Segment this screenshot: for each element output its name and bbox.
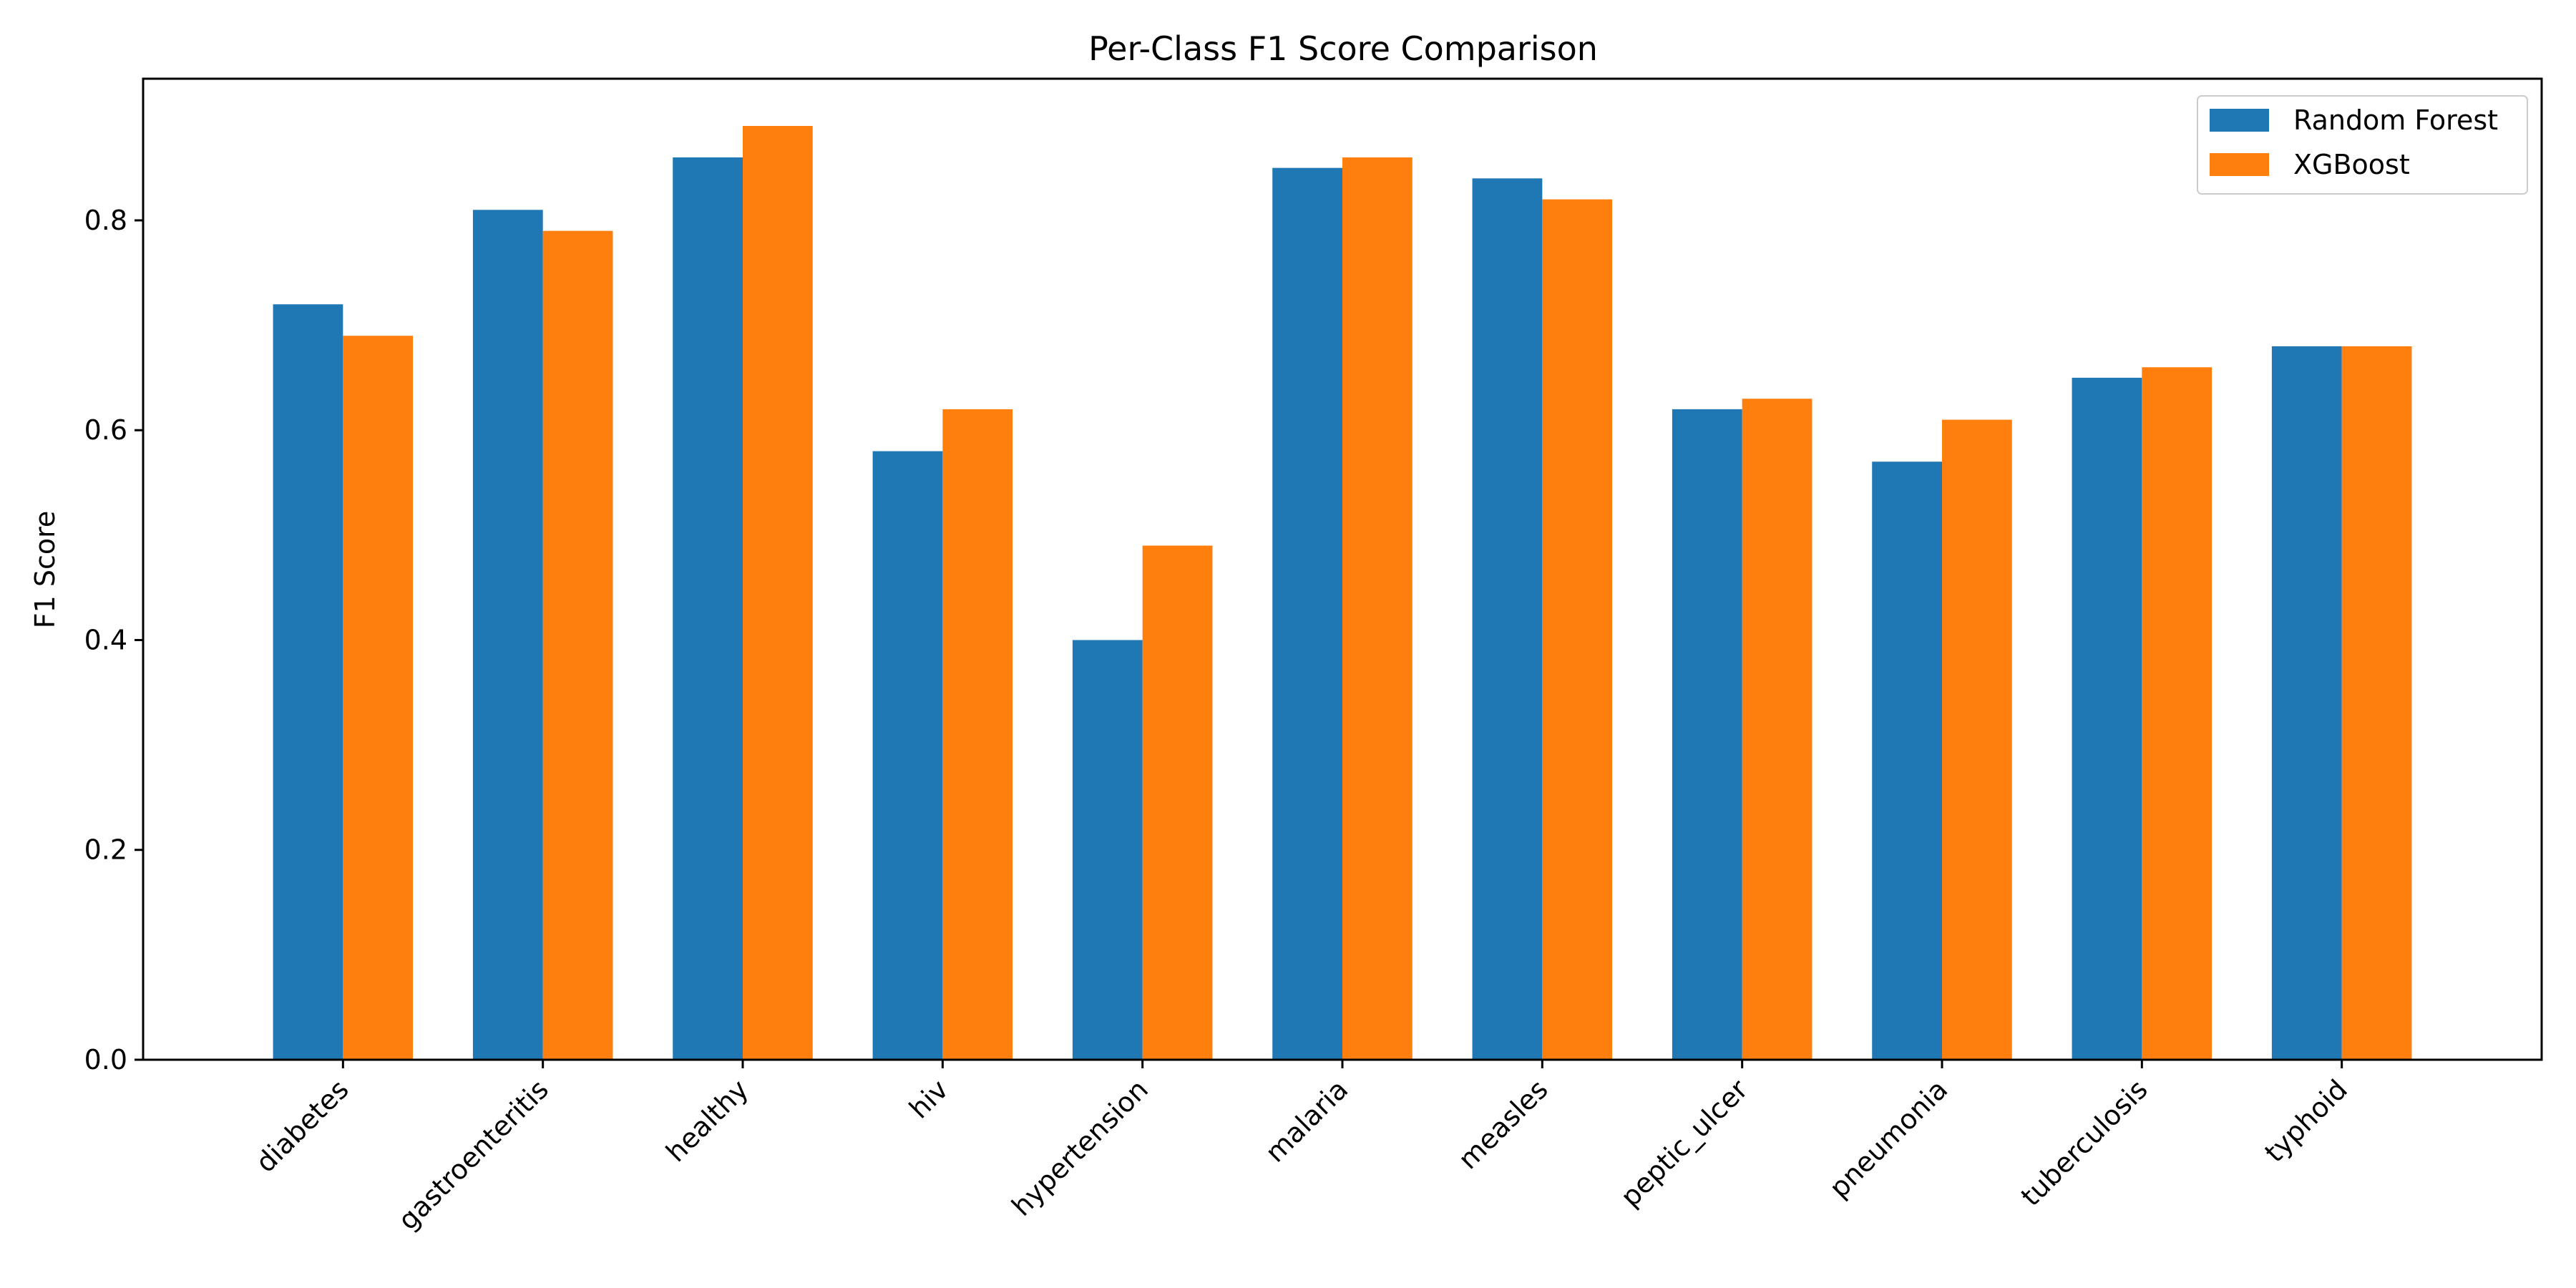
bar-random-forest-malaria bbox=[1272, 167, 1342, 1060]
bar-xgboost-healthy bbox=[743, 125, 813, 1060]
bar-random-forest-healthy bbox=[673, 157, 743, 1060]
y-tick-label: 0.2 bbox=[84, 834, 127, 866]
legend: Random Forest XGBoost bbox=[2197, 95, 2528, 195]
legend-box bbox=[2197, 95, 2528, 195]
legend-swatch-random-forest bbox=[2210, 109, 2269, 132]
bar-random-forest-measles bbox=[1472, 178, 1543, 1060]
bar-random-forest-pneumonia bbox=[1872, 462, 1942, 1060]
bar-xgboost-typhoid bbox=[2341, 346, 2412, 1060]
chart-title: Per-Class F1 Score Comparison bbox=[1088, 29, 1598, 68]
y-tick-label: 0.4 bbox=[84, 624, 127, 655]
bar-random-forest-peptic_ulcer bbox=[1672, 409, 1742, 1060]
legend-label-xgboost: XGBoost bbox=[2293, 149, 2410, 180]
bars-group bbox=[273, 125, 2412, 1060]
bar-random-forest-gastroenteritis bbox=[472, 210, 543, 1060]
bar-xgboost-tuberculosis bbox=[2142, 367, 2212, 1060]
y-tick-label: 0.0 bbox=[84, 1044, 127, 1075]
y-tick-label: 0.6 bbox=[84, 414, 127, 446]
bar-xgboost-pneumonia bbox=[1942, 419, 2012, 1060]
bar-random-forest-hiv bbox=[872, 451, 943, 1060]
bar-random-forest-tuberculosis bbox=[2072, 377, 2142, 1060]
bar-xgboost-peptic_ulcer bbox=[1742, 399, 1813, 1060]
bar-xgboost-hiv bbox=[942, 409, 1013, 1060]
y-axis-label: F1 Score bbox=[29, 511, 61, 629]
bar-random-forest-hypertension bbox=[1072, 640, 1143, 1060]
legend-swatch-xgboost bbox=[2210, 153, 2269, 176]
y-axis: 0.0 0.2 0.4 0.6 0.8 bbox=[84, 205, 143, 1075]
bar-xgboost-malaria bbox=[1342, 157, 1413, 1060]
bar-xgboost-diabetes bbox=[343, 336, 414, 1060]
bar-xgboost-measles bbox=[1542, 199, 1613, 1060]
bar-random-forest-typhoid bbox=[2271, 346, 2342, 1060]
bar-xgboost-hypertension bbox=[1142, 545, 1213, 1060]
legend-label-random-forest: Random Forest bbox=[2293, 104, 2498, 136]
bar-random-forest-diabetes bbox=[273, 304, 343, 1060]
bar-xgboost-gastroenteritis bbox=[542, 230, 613, 1060]
y-tick-label: 0.8 bbox=[84, 205, 127, 236]
